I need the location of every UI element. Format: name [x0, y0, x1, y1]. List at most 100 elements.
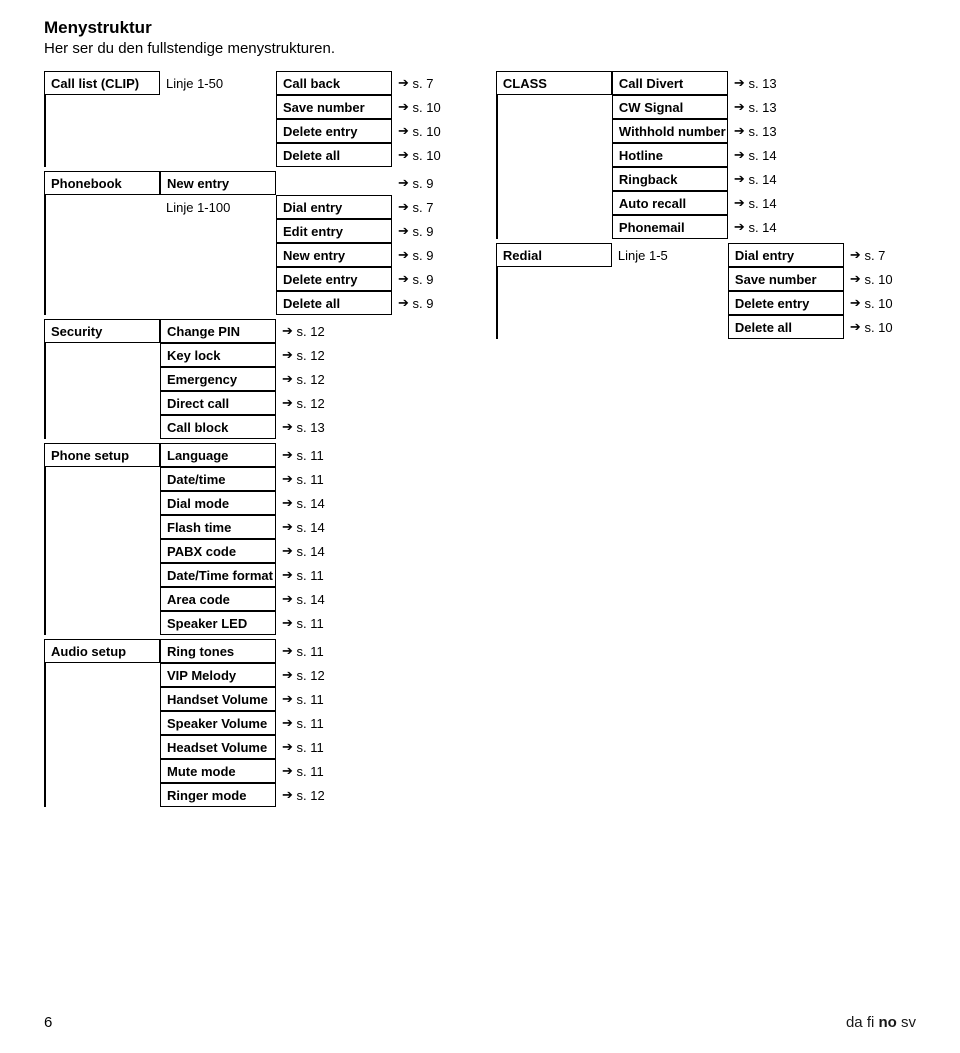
- lang-code: fi: [863, 1014, 875, 1031]
- menu-subitem: Delete entry: [728, 291, 844, 315]
- menu-row: VIP Melodys. 12: [44, 663, 468, 687]
- menu-row: Delete alls. 9: [44, 291, 468, 315]
- menu-page-ref: s. 14: [728, 215, 784, 239]
- menu-rail-spacer: [44, 267, 160, 291]
- menu-row: Speaker Volumes. 11: [44, 711, 468, 735]
- menu-page-ref: s. 11: [276, 711, 332, 735]
- arrow-icon: [398, 75, 413, 91]
- menu-row: Phonemails. 14: [496, 215, 916, 239]
- menu-page-ref: s. 11: [276, 563, 332, 587]
- menu-spacer: [160, 267, 276, 291]
- menu-item: Ring tones: [160, 639, 276, 663]
- menu-rail-spacer: [44, 515, 160, 539]
- menu-subitem: Dial entry: [728, 243, 844, 267]
- menu-row: Headset Volumes. 11: [44, 735, 468, 759]
- menu-rail-spacer: [44, 783, 160, 807]
- menu-rail-spacer: [44, 587, 160, 611]
- menu-row: CW Signals. 13: [496, 95, 916, 119]
- menu-item: CW Signal: [612, 95, 728, 119]
- menu-rail-spacer: [496, 191, 612, 215]
- menu-rail-spacer: [44, 611, 160, 635]
- menu-page-ref: s. 7: [844, 243, 900, 267]
- arrow-icon: [850, 247, 865, 263]
- menu-page-ref: s. 10: [844, 267, 900, 291]
- menu-rail-spacer: [496, 315, 612, 339]
- menu-row: Delete alls. 10: [44, 143, 468, 167]
- menu-row: Save numbers. 10: [496, 267, 916, 291]
- menu-rail-spacer: [44, 367, 160, 391]
- menu-page-ref: s. 12: [276, 783, 332, 807]
- menu-rail-spacer: [496, 167, 612, 191]
- menu-row: PhonebookNew entrys. 9: [44, 171, 468, 195]
- menu-item: Headset Volume: [160, 735, 276, 759]
- arrow-icon: [398, 123, 413, 139]
- arrow-icon: [398, 295, 413, 311]
- arrow-icon: [282, 691, 297, 707]
- menu-top-level: Security: [44, 319, 160, 343]
- menu-rail-spacer: [44, 735, 160, 759]
- menu-spacer: [160, 291, 276, 315]
- menu-top-level: Redial: [496, 243, 612, 267]
- menu-item: Phonemail: [612, 215, 728, 239]
- menu-block: RedialLinje 1-5Dial entrys. 7Save number…: [496, 243, 916, 339]
- menu-item: Change PIN: [160, 319, 276, 343]
- menu-rail-spacer: [496, 143, 612, 167]
- arrow-icon: [398, 271, 413, 287]
- menu-rail-spacer: [44, 291, 160, 315]
- menu-row: Mute modes. 11: [44, 759, 468, 783]
- menu-row: CLASSCall Diverts. 13: [496, 71, 916, 95]
- menu-subitem: Edit entry: [276, 219, 392, 243]
- menu-page-ref: s. 14: [276, 515, 332, 539]
- menu-page-ref: s. 12: [276, 391, 332, 415]
- menu-range: Linje 1-50: [160, 71, 276, 95]
- menu-page-ref: s. 11: [276, 443, 332, 467]
- menu-spacer: [160, 219, 276, 243]
- menu-row: Call list (CLIP)Linje 1-50Call backs. 7: [44, 71, 468, 95]
- menu-item: Date/Time format: [160, 563, 276, 587]
- menu-row: Area codes. 14: [44, 587, 468, 611]
- menu-item: Flash time: [160, 515, 276, 539]
- arrow-icon: [282, 591, 297, 607]
- menu-block: CLASSCall Diverts. 13CW Signals. 13Withh…: [496, 71, 916, 239]
- menu-block: Call list (CLIP)Linje 1-50Call backs. 7S…: [44, 71, 468, 167]
- menu-row: Edit entrys. 9: [44, 219, 468, 243]
- menu-spacer: [160, 95, 276, 119]
- menu-subitem: Call back: [276, 71, 392, 95]
- menu-item: Language: [160, 443, 276, 467]
- menu-structure: Call list (CLIP)Linje 1-50Call backs. 7S…: [44, 71, 916, 811]
- menu-page-ref: s. 11: [276, 639, 332, 663]
- menu-top-level: Phonebook: [44, 171, 160, 195]
- menu-page-ref: s. 14: [728, 167, 784, 191]
- menu-spacer: [612, 267, 728, 291]
- arrow-icon: [398, 247, 413, 263]
- menu-page-ref: s. 10: [392, 143, 448, 167]
- menu-item: Hotline: [612, 143, 728, 167]
- menu-block: SecurityChange PINs. 12Key locks. 12Emer…: [44, 319, 468, 439]
- menu-top-level: CLASS: [496, 71, 612, 95]
- menu-top-level: Call list (CLIP): [44, 71, 160, 95]
- arrow-icon: [734, 123, 749, 139]
- arrow-icon: [734, 75, 749, 91]
- menu-rail-spacer: [44, 343, 160, 367]
- menu-rail-spacer: [44, 143, 160, 167]
- arrow-icon: [734, 147, 749, 163]
- arrow-icon: [398, 147, 413, 163]
- menu-block: Phone setupLanguages. 11Date/times. 11Di…: [44, 443, 468, 635]
- menu-rail-spacer: [44, 563, 160, 587]
- menu-item: Ringback: [612, 167, 728, 191]
- menu-page-ref: s. 9: [392, 243, 448, 267]
- arrow-icon: [282, 419, 297, 435]
- menu-page-ref: s. 12: [276, 319, 332, 343]
- menu-item: Auto recall: [612, 191, 728, 215]
- menu-rail-spacer: [44, 663, 160, 687]
- menu-rail-spacer: [44, 391, 160, 415]
- arrow-icon: [282, 739, 297, 755]
- menu-page-ref: s. 11: [276, 759, 332, 783]
- menu-row: Save numbers. 10: [44, 95, 468, 119]
- arrow-icon: [282, 567, 297, 583]
- menu-item: Speaker Volume: [160, 711, 276, 735]
- menu-page-ref: s. 7: [392, 195, 448, 219]
- page-subtitle: Her ser du den fullstendige menystruktur…: [44, 40, 916, 57]
- menu-block: PhonebookNew entrys. 9Linje 1-100Dial en…: [44, 171, 468, 315]
- menu-row: Phone setupLanguages. 11: [44, 443, 468, 467]
